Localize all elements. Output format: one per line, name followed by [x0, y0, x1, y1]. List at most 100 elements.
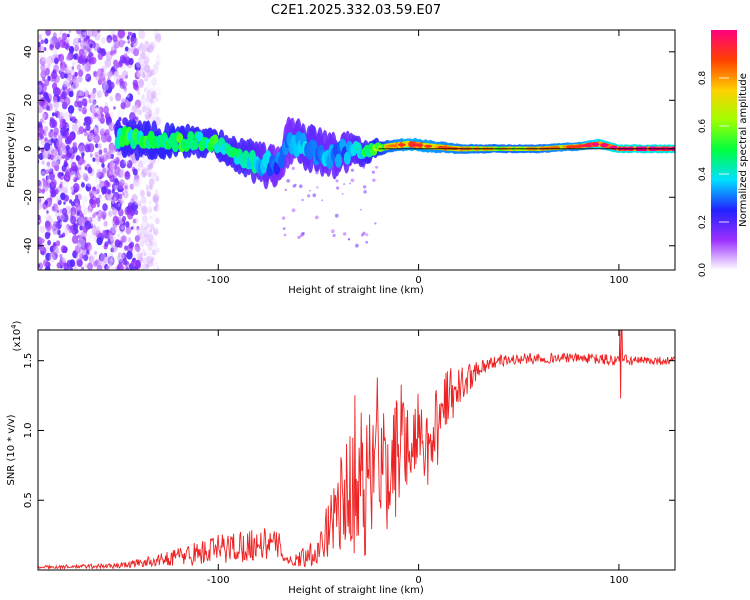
noise-speckle	[154, 87, 162, 96]
noise-speckle	[111, 183, 118, 191]
noise-speckle	[149, 108, 154, 114]
noise-speckle	[92, 213, 96, 218]
noise-speckle	[103, 105, 109, 115]
noise-speckle	[57, 34, 63, 41]
noise-speckle	[100, 37, 106, 44]
noise-speckle	[121, 215, 127, 222]
noise-speckle	[149, 240, 153, 246]
noise-speckle	[118, 39, 125, 48]
noise-speckle	[111, 224, 118, 234]
noise-speckle	[77, 100, 83, 108]
ridge-core	[343, 151, 351, 165]
noise-speckle	[100, 245, 103, 249]
y-tick-label: 40	[23, 45, 34, 58]
noise-speckle	[70, 186, 74, 191]
noise-speckle	[118, 258, 123, 265]
noise-speckle	[88, 98, 92, 104]
noise-speckle	[66, 127, 70, 132]
x-tick-label: 0	[415, 275, 421, 286]
noise-speckle	[126, 35, 130, 40]
x-tick-label: 100	[609, 275, 628, 286]
noise-speckle	[140, 195, 147, 204]
noise-speckle	[127, 206, 132, 213]
noise-speckle	[71, 211, 76, 217]
noise-speckle	[321, 199, 324, 202]
noise-speckle	[38, 152, 44, 161]
noise-speckle	[117, 203, 121, 207]
noise-speckle	[40, 39, 44, 45]
noise-speckle	[98, 194, 102, 199]
noise-speckle	[122, 80, 128, 88]
noise-speckle	[104, 241, 109, 248]
noise-speckle	[93, 101, 96, 106]
noise-speckle	[144, 86, 152, 97]
noise-speckle	[71, 201, 75, 207]
noise-speckle	[117, 255, 121, 260]
noise-speckles	[38, 30, 379, 270]
snr-panel: -100 0 100 0.5 1.0 1.5 Height of straight li…	[6, 320, 676, 596]
noise-speckle	[86, 180, 92, 188]
noise-speckle	[126, 160, 133, 169]
noise-speckle	[127, 31, 132, 37]
noise-speckle	[90, 252, 98, 262]
noise-speckle	[50, 36, 57, 46]
noise-speckle	[149, 98, 154, 104]
noise-speckle	[89, 129, 95, 136]
noise-speckle	[69, 147, 74, 154]
noise-speckle	[129, 183, 134, 190]
noise-speckle	[61, 221, 68, 231]
noise-speckle	[316, 186, 319, 189]
noise-speckle	[137, 200, 142, 207]
noise-speckle	[138, 160, 144, 168]
ridge-hotspot	[389, 144, 397, 148]
noise-speckle	[65, 224, 70, 230]
noise-speckle	[80, 267, 84, 270]
noise-speckle	[149, 208, 152, 213]
noise-speckle	[66, 33, 70, 38]
noise-speckle	[95, 143, 99, 149]
noise-speckle	[113, 106, 116, 110]
noise-speckle	[84, 90, 90, 98]
noise-speckle	[282, 227, 286, 231]
noise-speckle	[153, 196, 158, 202]
noise-speckle	[44, 200, 48, 206]
noise-speckle	[45, 30, 51, 36]
snr-scale-prefix: (x10	[12, 329, 23, 352]
noise-speckle	[48, 169, 52, 175]
noise-speckle	[97, 209, 104, 219]
noise-speckle	[38, 34, 43, 40]
noise-speckle	[94, 72, 101, 81]
noise-speckle	[75, 202, 79, 207]
noise-speckle	[154, 189, 159, 195]
noise-speckle	[102, 167, 107, 174]
noise-speckle	[142, 263, 148, 270]
noise-speckle	[38, 41, 41, 48]
chart-title: C2E1.2025.332.03.59.E07	[271, 3, 441, 18]
noise-speckle	[291, 208, 296, 213]
snr-plot-area	[38, 330, 675, 570]
colorbar-ticks: 0.0 0.2 0.4 0.6 0.8	[698, 71, 729, 277]
noise-speckle	[146, 190, 152, 197]
noise-speckle	[89, 43, 93, 48]
noise-speckle	[101, 186, 107, 195]
noise-speckle	[66, 54, 72, 61]
noise-speckle	[114, 70, 119, 77]
noise-speckle	[64, 175, 70, 182]
spectrogram-y-label: Frequency (Hz)	[6, 112, 17, 188]
noise-speckle	[152, 172, 159, 181]
noise-speckle	[120, 252, 127, 261]
noise-speckle	[151, 77, 155, 82]
noise-speckle	[84, 62, 91, 72]
noise-speckle	[94, 31, 101, 41]
noise-speckle	[374, 222, 377, 225]
noise-speckle	[54, 206, 60, 214]
noise-speckle	[140, 222, 147, 231]
noise-speckle	[86, 250, 90, 255]
noise-speckle	[153, 63, 159, 71]
noise-speckle	[117, 263, 124, 270]
snr-x-ticks: -100 0 100	[207, 330, 628, 586]
noise-speckle	[84, 264, 88, 268]
noise-speckle	[50, 189, 57, 198]
noise-speckle	[40, 134, 44, 140]
noise-speckle	[355, 243, 359, 248]
